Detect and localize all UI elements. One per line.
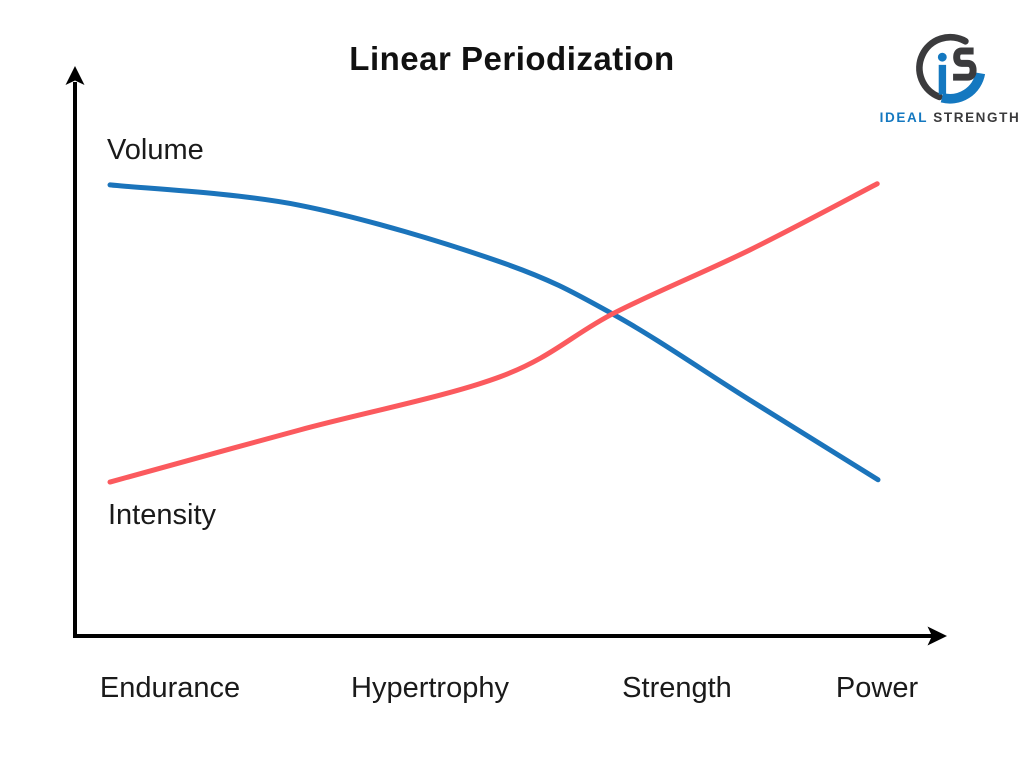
x-axis-arrow-icon [927, 626, 947, 646]
chart-title: Linear Periodization [349, 40, 675, 77]
brand-logo: IDEAL STRENGTH [876, 31, 1024, 125]
series-line-volume [107, 182, 881, 483]
logo-letter-i-dot [937, 52, 947, 62]
y-axis-arrow-icon [65, 66, 85, 85]
x-axis-label-endurance: Endurance [99, 672, 241, 704]
axes [65, 66, 947, 646]
logo-circle-blue-arc [940, 72, 986, 104]
series-line-intensity [107, 181, 880, 485]
series-label-volume: Volume [107, 134, 204, 166]
series-curves [107, 181, 881, 485]
x-axis-label-power: Power [835, 672, 919, 704]
x-axis-label-hypertrophy: Hypertrophy [351, 672, 509, 704]
logo-letter-i-stem [938, 64, 947, 95]
series-label-intensity: Intensity [108, 499, 216, 531]
logo-letter-s [953, 47, 977, 81]
brand-name-strength: STRENGTH [933, 110, 1021, 125]
is-circle-monogram-icon [916, 33, 986, 104]
brand-name-ideal: IDEAL [879, 110, 928, 125]
x-axis-label-strength: Strength [622, 672, 732, 704]
logo-circle-dark-arc [916, 33, 969, 101]
brand-wordmark: IDEAL STRENGTH [876, 110, 1024, 125]
